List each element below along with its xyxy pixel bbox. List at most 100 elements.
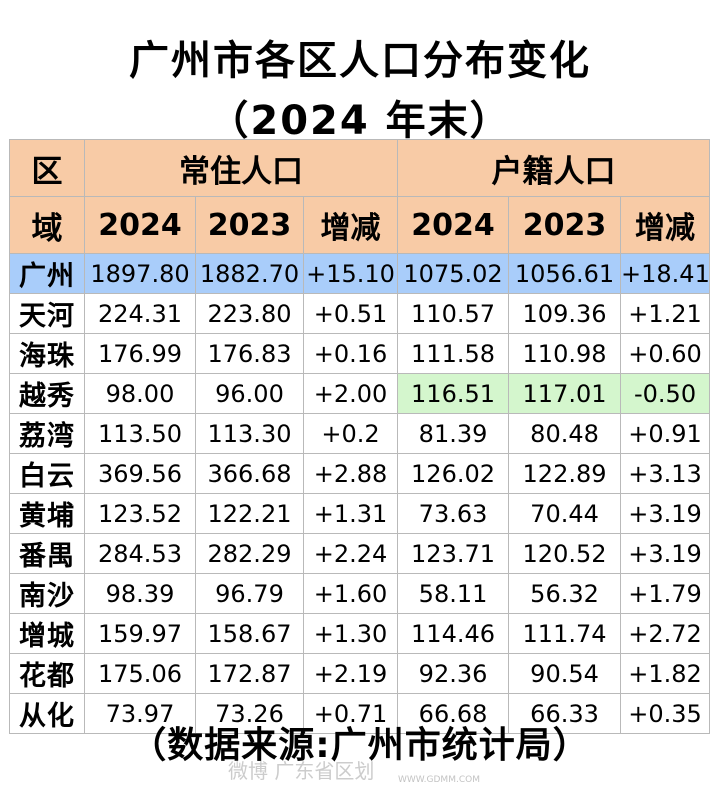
- resident-2024-cell: 73.97: [84, 693, 196, 734]
- district-name-cell: 花都: [9, 653, 85, 694]
- district-name-cell: 番禺: [9, 533, 85, 574]
- district-name-cell: 南沙: [9, 573, 85, 614]
- table-row: 天河 224.31 223.80 +0.51 110.57 109.36 +1.21: [9, 293, 711, 334]
- resident-change-header: 增减: [302, 196, 399, 254]
- registered-2023-cell: 117.01: [508, 373, 622, 414]
- resident-change-cell: +2.24: [302, 533, 399, 574]
- registered-2024-cell: 92.36: [397, 653, 510, 694]
- resident-change-cell: +2.00: [302, 373, 399, 414]
- table-header-row-2: 域 2024 2023 增减 2024 2023 增减: [9, 196, 711, 254]
- district-name-cell: 从化: [9, 693, 85, 734]
- district-name-cell: 荔湾: [9, 413, 85, 454]
- registered-2024-cell: 73.63: [397, 493, 510, 534]
- registered-change-header: 增减: [620, 196, 711, 254]
- registered-change-cell: +3.13: [620, 453, 711, 494]
- registered-change-cell: +1.79: [620, 573, 711, 614]
- table-row: 番禺 284.53 282.29 +2.24 123.71 120.52 +3.19: [9, 533, 711, 574]
- registered-2023-cell: 109.36: [508, 293, 622, 334]
- district-name-cell: 天河: [9, 293, 85, 334]
- resident-change-cell: +2.88: [302, 453, 399, 494]
- registered-change-cell: +0.60: [620, 333, 711, 374]
- resident-change-cell: +0.16: [302, 333, 399, 374]
- registered-2023-header: 2023: [508, 196, 622, 254]
- table-row: 白云 369.56 366.68 +2.88 126.02 122.89 +3.13: [9, 453, 711, 494]
- resident-2023-cell: 113.30: [195, 413, 304, 454]
- registered-2023-cell: 80.48: [508, 413, 622, 454]
- total-row: 广州 1897.80 1882.70 +15.10 1075.02 1056.61 +18.…: [9, 253, 711, 294]
- registered-2024-cell: 1075.02: [397, 253, 510, 294]
- resident-2023-cell: 282.29: [195, 533, 304, 574]
- resident-2024-cell: 176.99: [84, 333, 196, 374]
- registered-2024-cell: 110.57: [397, 293, 510, 334]
- resident-2024-cell: 98.39: [84, 573, 196, 614]
- page-title: 广州市各区人口分布变化: [129, 38, 591, 84]
- resident-2024-cell: 1897.80: [84, 253, 196, 294]
- resident-2024-cell: 98.00: [84, 373, 196, 414]
- data-source-note: （数据来源:广州市统计局）: [130, 725, 590, 766]
- resident-change-cell: +1.31: [302, 493, 399, 534]
- resident-change-cell: +15.10: [302, 253, 399, 294]
- resident-change-cell: +0.51: [302, 293, 399, 334]
- registered-2024-cell: 116.51: [397, 373, 510, 414]
- resident-2024-cell: 123.52: [84, 493, 196, 534]
- table-row: 南沙 98.39 96.79 +1.60 58.11 56.32 +1.79: [9, 573, 711, 614]
- resident-2023-cell: 176.83: [195, 333, 304, 374]
- watermark: 微博 广东省区划: [228, 759, 375, 783]
- resident-2024-cell: 284.53: [84, 533, 196, 574]
- registered-2024-cell: 81.39: [397, 413, 510, 454]
- registered-2023-cell: 56.32: [508, 573, 622, 614]
- registered-2024-cell: 126.02: [397, 453, 510, 494]
- resident-2023-cell: 366.68: [195, 453, 304, 494]
- registered-change-cell: +2.72: [620, 613, 711, 654]
- registered-population-header: 户籍人口: [397, 139, 711, 197]
- region-header-top: 区: [9, 139, 85, 197]
- registered-change-cell: -0.50: [620, 373, 711, 414]
- resident-2023-cell: 158.67: [195, 613, 304, 654]
- resident-change-cell: +2.19: [302, 653, 399, 694]
- table-row: 海珠 176.99 176.83 +0.16 111.58 110.98 +0.60: [9, 333, 711, 374]
- resident-change-cell: +1.60: [302, 573, 399, 614]
- table-row: 越秀 98.00 96.00 +2.00 116.51 117.01 -0.50: [9, 373, 711, 414]
- resident-2024-cell: 175.06: [84, 653, 196, 694]
- registered-2023-cell: 122.89: [508, 453, 622, 494]
- district-name-cell: 越秀: [9, 373, 85, 414]
- registered-2024-cell: 66.68: [397, 693, 510, 734]
- district-name-cell: 增城: [9, 613, 85, 654]
- resident-2023-cell: 96.79: [195, 573, 304, 614]
- registered-2023-cell: 111.74: [508, 613, 622, 654]
- resident-2023-cell: 172.87: [195, 653, 304, 694]
- resident-2023-header: 2023: [195, 196, 304, 254]
- registered-change-cell: +18.41: [620, 253, 711, 294]
- resident-2024-cell: 113.50: [84, 413, 196, 454]
- resident-2024-header: 2024: [84, 196, 196, 254]
- resident-change-cell: +1.30: [302, 613, 399, 654]
- resident-2023-cell: 1882.70: [195, 253, 304, 294]
- resident-2024-cell: 369.56: [84, 453, 196, 494]
- resident-change-cell: +0.2: [302, 413, 399, 454]
- registered-change-cell: +1.82: [620, 653, 711, 694]
- registered-2023-cell: 1056.61: [508, 253, 622, 294]
- registered-change-cell: +3.19: [620, 493, 711, 534]
- registered-2024-cell: 111.58: [397, 333, 510, 374]
- resident-2023-cell: 223.80: [195, 293, 304, 334]
- table-row: 从化 73.97 73.26 +0.71 66.68 66.33 +0.35: [9, 693, 711, 734]
- registered-change-cell: +3.19: [620, 533, 711, 574]
- table-header-row-1: 区 常住人口 户籍人口: [9, 139, 711, 197]
- registered-2023-cell: 90.54: [508, 653, 622, 694]
- table-row: 荔湾 113.50 113.30 +0.2 81.39 80.48 +0.91: [9, 413, 711, 454]
- resident-change-cell: +0.71: [302, 693, 399, 734]
- district-name-cell: 广州: [9, 253, 85, 294]
- registered-change-cell: +0.35: [620, 693, 711, 734]
- table-row: 黄埔 123.52 122.21 +1.31 73.63 70.44 +3.19: [9, 493, 711, 534]
- watermark-url: WWW.GDMM.COM: [398, 775, 480, 785]
- region-header-bottom: 域: [9, 196, 85, 254]
- resident-population-header: 常住人口: [83, 139, 399, 197]
- resident-2023-cell: 122.21: [195, 493, 304, 534]
- resident-2024-cell: 159.97: [84, 613, 196, 654]
- registered-2023-cell: 110.98: [508, 333, 622, 374]
- registered-2023-cell: 66.33: [508, 693, 622, 734]
- registered-2023-cell: 120.52: [508, 533, 622, 574]
- table-row: 增城 159.97 158.67 +1.30 114.46 111.74 +2.72: [9, 613, 711, 654]
- table-row: 花都 175.06 172.87 +2.19 92.36 90.54 +1.82: [9, 653, 711, 694]
- registered-change-cell: +1.21: [620, 293, 711, 334]
